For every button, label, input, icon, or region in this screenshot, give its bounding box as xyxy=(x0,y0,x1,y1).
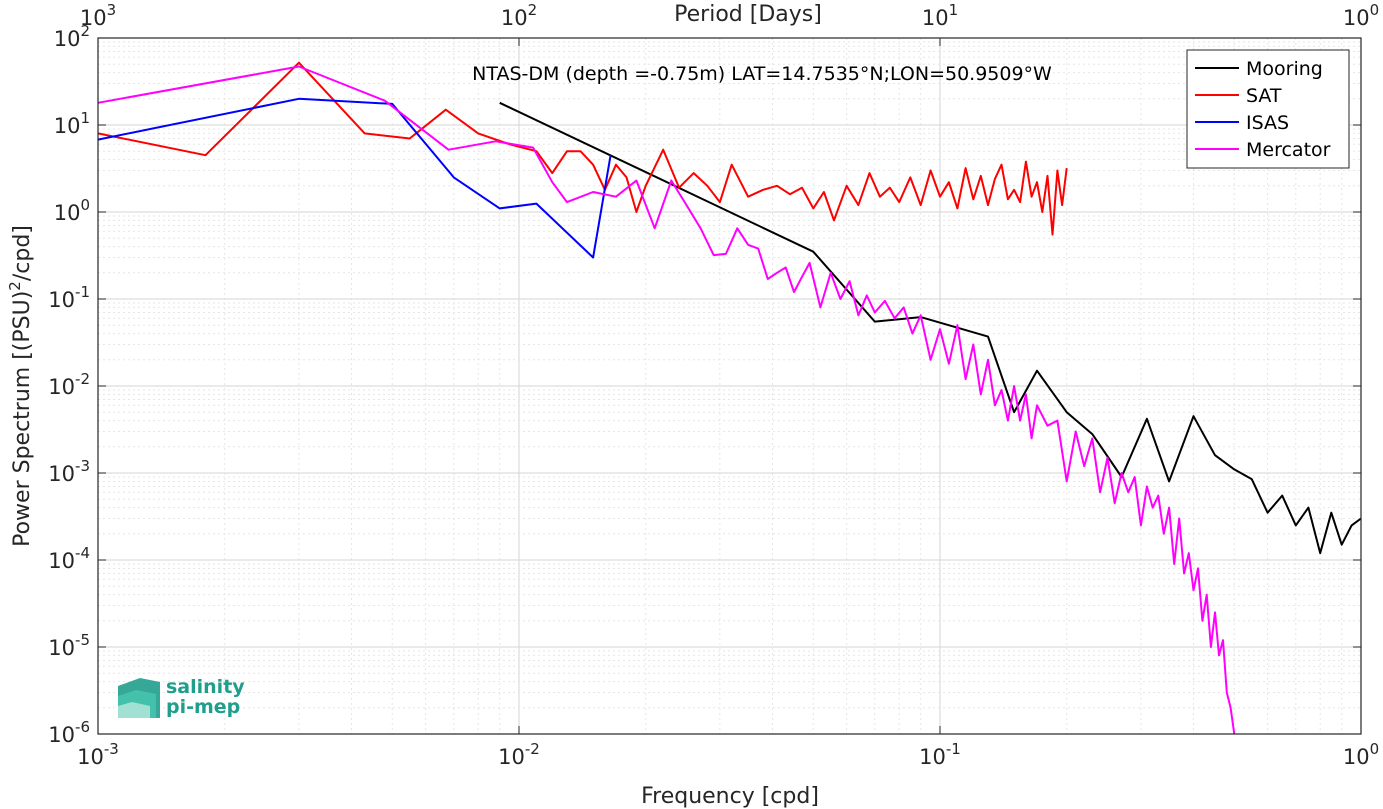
x-axis-label: Frequency [cpd] xyxy=(641,784,819,809)
series-line-mooring xyxy=(499,101,1362,555)
legend-label-sat: SAT xyxy=(1246,85,1282,107)
x-tick-label: 10-2 xyxy=(498,740,540,769)
x-tick-label: 10-1 xyxy=(919,740,961,769)
y-tick-label: 100 xyxy=(54,196,90,225)
legend-label-mooring: Mooring xyxy=(1246,58,1323,80)
top-tick-label: 101 xyxy=(922,1,958,30)
top-tick-label: 103 xyxy=(80,1,116,30)
y-tick-label: 10-6 xyxy=(48,718,90,747)
top-tick-label: 100 xyxy=(1343,1,1379,30)
y-tick-label: 102 xyxy=(54,22,90,51)
x-tick-label: 100 xyxy=(1343,740,1379,769)
y-tick-label: 10-1 xyxy=(48,283,90,312)
y-tick-label: 10-3 xyxy=(48,457,90,486)
y-tick-label: 10-2 xyxy=(48,370,90,399)
legend-label-isas: ISAS xyxy=(1246,112,1289,134)
series-lines xyxy=(97,61,1362,735)
logo-text-line1: salinity xyxy=(166,676,245,698)
y-axis-label: Power Spectrum [(PSU)2/cpd] xyxy=(6,225,35,547)
axis-ticks: 10-3 103 10-2 102 10-1 101 100 100 10-6 10-5 10-4 1… xyxy=(48,1,1379,769)
logo-text-line2: pi-mep xyxy=(166,696,240,718)
y-tick-label: 10-4 xyxy=(48,544,90,573)
top-tick-label: 102 xyxy=(501,1,537,30)
chart-title: NTAS-DM (depth =-0.75m) LAT=14.7535°N;LO… xyxy=(472,63,1052,85)
series-line-mercator xyxy=(97,65,1236,735)
series-line-isas xyxy=(97,97,612,259)
salinity-pi-mep-logo: salinity pi-mep xyxy=(118,676,245,718)
y-tick-label: 10-5 xyxy=(48,631,90,660)
legend: Mooring SAT ISAS Mercator xyxy=(1186,49,1350,169)
series-line-sat xyxy=(97,61,1068,236)
y-tick-label: 101 xyxy=(54,109,90,138)
top-axis-label: Period [Days] xyxy=(674,2,822,27)
legend-label-mercator: Mercator xyxy=(1246,139,1331,161)
x-tick-label: 10-3 xyxy=(77,740,119,769)
logo-wave-icon-3 xyxy=(118,702,150,718)
